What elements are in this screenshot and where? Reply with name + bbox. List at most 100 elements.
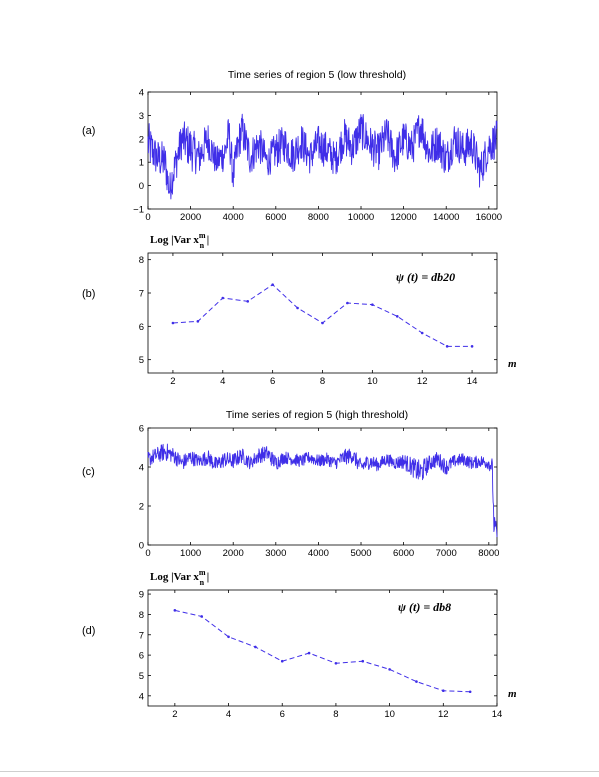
x-tick-label: 8 xyxy=(333,709,338,720)
x-tick-label: 12 xyxy=(438,709,449,720)
data-point xyxy=(470,345,474,348)
y-tick-label: 7 xyxy=(139,289,144,300)
data-point xyxy=(442,689,445,693)
y-tick-label: 7 xyxy=(139,630,144,641)
panel-b-label: (b) xyxy=(82,288,95,300)
x-tick-label: 2000 xyxy=(180,212,201,223)
x-tick-label: 10 xyxy=(384,709,395,720)
x-tick-label: 10 xyxy=(367,376,378,387)
data-point xyxy=(445,345,449,348)
y-tick-label: 8 xyxy=(139,255,144,266)
data-point xyxy=(371,303,374,306)
panel-a-time-series-low-threshold: (a) Time series of region 5 (low thresho… xyxy=(82,69,502,223)
data-point xyxy=(395,315,399,318)
x-tick-label: 7000 xyxy=(436,548,457,559)
panel-d-annotation: ψ (t) = db8 xyxy=(398,600,451,614)
x-tick-label: 4 xyxy=(220,376,225,387)
y-tick-label: 4 xyxy=(139,691,144,702)
x-tick-label: 2 xyxy=(172,709,177,720)
x-tick-label: 0 xyxy=(145,548,150,559)
x-tick-label: 12000 xyxy=(390,212,416,223)
data-point xyxy=(196,320,200,323)
y-tick-label: 6 xyxy=(139,322,144,333)
y-tick-label: 3 xyxy=(139,111,144,122)
x-tick-label: 5000 xyxy=(350,548,371,559)
y-tick-label: 2 xyxy=(139,134,144,145)
x-tick-label: 10000 xyxy=(348,212,374,223)
y-tick-label: 4 xyxy=(139,88,144,99)
x-tick-label: 4000 xyxy=(223,212,244,223)
x-tick-label: 6 xyxy=(280,709,285,720)
data-point xyxy=(361,659,365,663)
plot-area-frame xyxy=(147,427,498,546)
x-tick-label: 2 xyxy=(170,376,175,387)
panel-a-label: (a) xyxy=(82,125,95,137)
panel-c-time-series-high-threshold: (c) Time series of region 5 (high thresh… xyxy=(82,409,499,559)
y-tick-label: −1 xyxy=(133,205,144,216)
data-point xyxy=(254,645,257,649)
data-point xyxy=(221,296,225,300)
panel-b-y-axis-label: Log |Var xm n | xyxy=(150,231,209,250)
data-point xyxy=(307,651,311,655)
data-point xyxy=(280,659,284,663)
series-line xyxy=(174,609,471,693)
y-tick-label: 4 xyxy=(139,463,144,474)
x-tick-label: 8 xyxy=(320,376,325,387)
x-tick-label: 0 xyxy=(145,212,150,223)
page-divider xyxy=(0,771,599,772)
data-point xyxy=(334,661,338,665)
y-tick-label: 6 xyxy=(139,424,144,435)
data-point xyxy=(171,321,175,325)
data-point xyxy=(415,680,418,683)
y-tick-label: 1 xyxy=(139,158,144,169)
panel-d-label: (d) xyxy=(82,625,95,637)
y-tick-label: 0 xyxy=(139,181,144,192)
data-point xyxy=(227,635,230,639)
data-point xyxy=(271,283,274,286)
x-tick-label: 14000 xyxy=(433,212,459,223)
data-point xyxy=(420,331,424,335)
data-point xyxy=(296,306,299,310)
x-tick-label: 14 xyxy=(492,709,503,720)
panel-a-title: Time series of region 5 (low threshold) xyxy=(228,69,406,81)
x-tick-label: 16000 xyxy=(476,212,502,223)
x-tick-label: 3000 xyxy=(265,548,286,559)
data-point xyxy=(468,690,472,694)
x-tick-label: 1000 xyxy=(180,548,201,559)
series-line xyxy=(172,284,473,347)
panel-d-y-axis-label: Log |Var xm n | xyxy=(150,568,209,587)
x-tick-label: 2000 xyxy=(223,548,244,559)
data-point xyxy=(388,668,391,671)
panel-c-title: Time series of region 5 (high threshold) xyxy=(226,409,408,421)
series-line xyxy=(147,113,498,200)
data-point xyxy=(200,615,203,618)
series-line xyxy=(147,443,498,538)
plot-area-frame xyxy=(147,589,498,707)
data-point xyxy=(321,321,324,325)
x-tick-label: 6 xyxy=(270,376,275,387)
y-tick-label: 5 xyxy=(139,355,144,366)
data-point xyxy=(173,609,177,612)
data-point xyxy=(346,301,349,305)
x-tick-label: 4000 xyxy=(308,548,329,559)
y-tick-label: 2 xyxy=(139,502,144,513)
data-point xyxy=(246,300,250,303)
y-tick-label: 5 xyxy=(139,671,144,682)
panel-d-x-axis-label: m xyxy=(508,688,517,700)
y-tick-label: 8 xyxy=(139,610,144,621)
x-tick-label: 6000 xyxy=(393,548,414,559)
y-tick-label: 6 xyxy=(139,651,144,662)
panel-b-annotation: ψ (t) = db20 xyxy=(396,270,455,284)
x-tick-label: 8000 xyxy=(478,548,499,559)
y-tick-label: 9 xyxy=(139,590,144,601)
x-tick-label: 12 xyxy=(417,376,428,387)
x-tick-label: 14 xyxy=(467,376,478,387)
x-tick-label: 8000 xyxy=(308,212,329,223)
x-tick-label: 4 xyxy=(226,709,231,720)
panel-b-log-variance-db20: (b) Log |Var xm n | ψ (t) = db20 m 2 4 6 8 10… xyxy=(82,231,517,387)
panel-d-log-variance-db8: (d) Log |Var xm n | ψ (t) = db8 m 2 4 6 8 10 1… xyxy=(82,568,517,720)
panel-b-x-axis-label: m xyxy=(508,358,517,370)
x-tick-label: 6000 xyxy=(265,212,286,223)
panel-c-label: (c) xyxy=(82,466,95,478)
